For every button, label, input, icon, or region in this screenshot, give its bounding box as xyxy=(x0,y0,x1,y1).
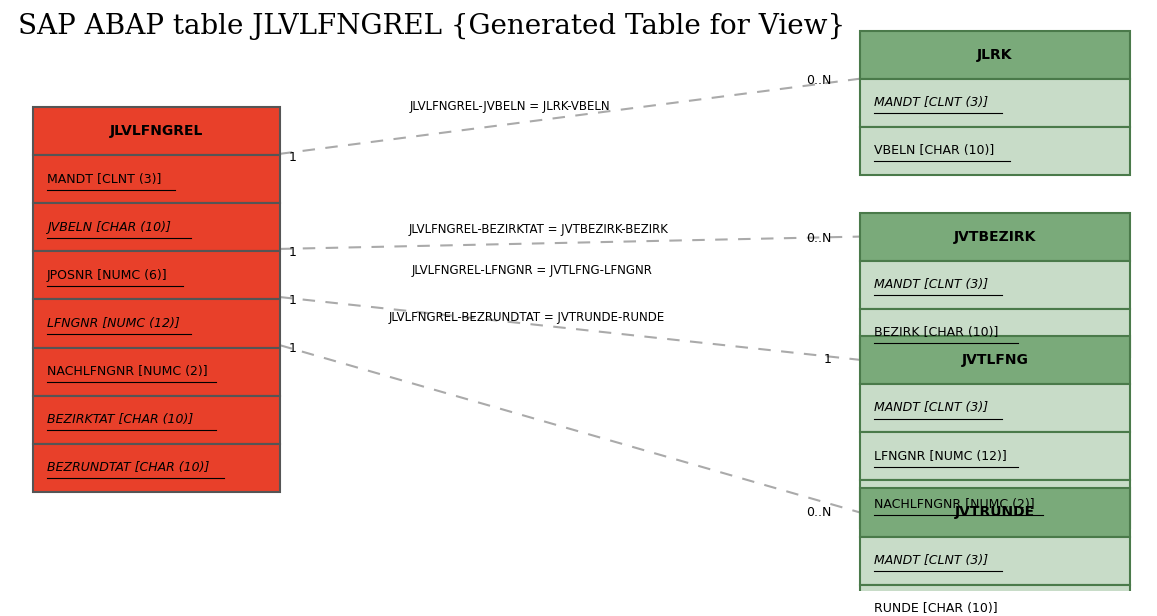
Text: 1: 1 xyxy=(289,152,297,164)
FancyBboxPatch shape xyxy=(860,432,1130,480)
Text: VBELN [CHAR (10)]: VBELN [CHAR (10)] xyxy=(874,144,994,158)
Text: 0..N: 0..N xyxy=(805,74,831,87)
FancyBboxPatch shape xyxy=(860,31,1130,79)
Text: JLVLFNGREL-BEZRUNDTAT = JVTRUNDE-RUNDE: JLVLFNGREL-BEZRUNDTAT = JVTRUNDE-RUNDE xyxy=(389,311,665,324)
Text: SAP ABAP table JLVLFNGREL {Generated Table for View}: SAP ABAP table JLVLFNGREL {Generated Tab… xyxy=(19,13,846,40)
Text: LFNGNR [NUMC (12)]: LFNGNR [NUMC (12)] xyxy=(874,450,1007,463)
Text: MANDT [CLNT (3)]: MANDT [CLNT (3)] xyxy=(874,554,988,567)
FancyBboxPatch shape xyxy=(32,299,280,347)
FancyBboxPatch shape xyxy=(860,585,1130,616)
Text: MANDT [CLNT (3)]: MANDT [CLNT (3)] xyxy=(46,172,161,185)
FancyBboxPatch shape xyxy=(860,488,1130,537)
Text: JLVLFNGREL-JVBELN = JLRK-VBELN: JLVLFNGREL-JVBELN = JLRK-VBELN xyxy=(410,100,610,113)
Text: 1: 1 xyxy=(824,354,831,367)
FancyBboxPatch shape xyxy=(32,203,280,251)
FancyBboxPatch shape xyxy=(32,251,280,299)
Text: 0..N: 0..N xyxy=(805,506,831,519)
FancyBboxPatch shape xyxy=(860,79,1130,127)
Text: 1: 1 xyxy=(289,342,297,355)
Text: BEZIRK [CHAR (10)]: BEZIRK [CHAR (10)] xyxy=(874,326,998,339)
Text: JVBELN [CHAR (10)]: JVBELN [CHAR (10)] xyxy=(46,221,170,233)
Text: LFNGNR [NUMC (12)]: LFNGNR [NUMC (12)] xyxy=(46,317,179,330)
Text: 0..N: 0..N xyxy=(805,232,831,245)
Text: JVTRUNDE: JVTRUNDE xyxy=(955,506,1036,519)
Text: 1: 1 xyxy=(289,246,297,259)
Text: NACHLFNGNR [NUMC (2)]: NACHLFNGNR [NUMC (2)] xyxy=(46,365,207,378)
Text: NACHLFNGNR [NUMC (2)]: NACHLFNGNR [NUMC (2)] xyxy=(874,498,1034,511)
Text: JLVLFNGREL-BEZIRKTAT = JVTBEZIRK-BEZIRK: JLVLFNGREL-BEZIRKTAT = JVTBEZIRK-BEZIRK xyxy=(408,223,669,236)
Text: JPOSNR [NUMC (6)]: JPOSNR [NUMC (6)] xyxy=(46,269,168,282)
FancyBboxPatch shape xyxy=(860,261,1130,309)
FancyBboxPatch shape xyxy=(860,336,1130,384)
FancyBboxPatch shape xyxy=(860,537,1130,585)
FancyBboxPatch shape xyxy=(860,127,1130,175)
Text: MANDT [CLNT (3)]: MANDT [CLNT (3)] xyxy=(874,402,988,415)
Text: JVTBEZIRK: JVTBEZIRK xyxy=(953,230,1036,243)
FancyBboxPatch shape xyxy=(860,213,1130,261)
FancyBboxPatch shape xyxy=(860,309,1130,357)
Text: BEZRUNDTAT [CHAR (10)]: BEZRUNDTAT [CHAR (10)] xyxy=(46,461,209,474)
Text: BEZIRKTAT [CHAR (10)]: BEZIRKTAT [CHAR (10)] xyxy=(46,413,193,426)
FancyBboxPatch shape xyxy=(32,444,280,492)
FancyBboxPatch shape xyxy=(860,480,1130,529)
Text: RUNDE [CHAR (10)]: RUNDE [CHAR (10)] xyxy=(874,602,997,615)
Text: MANDT [CLNT (3)]: MANDT [CLNT (3)] xyxy=(874,96,988,109)
Text: JVTLFNG: JVTLFNG xyxy=(961,353,1029,367)
Text: JLVLFNGREL: JLVLFNGREL xyxy=(110,124,202,138)
Text: MANDT [CLNT (3)]: MANDT [CLNT (3)] xyxy=(874,278,988,291)
FancyBboxPatch shape xyxy=(860,384,1130,432)
Text: JLVLFNGREL-LFNGNR = JVTLFNG-LFNGNR: JLVLFNGREL-LFNGNR = JVTLFNG-LFNGNR xyxy=(412,264,653,277)
Text: JLRK: JLRK xyxy=(978,47,1012,62)
FancyBboxPatch shape xyxy=(32,347,280,395)
Text: 1: 1 xyxy=(289,294,297,307)
FancyBboxPatch shape xyxy=(32,395,280,444)
FancyBboxPatch shape xyxy=(32,155,280,203)
FancyBboxPatch shape xyxy=(32,107,280,155)
